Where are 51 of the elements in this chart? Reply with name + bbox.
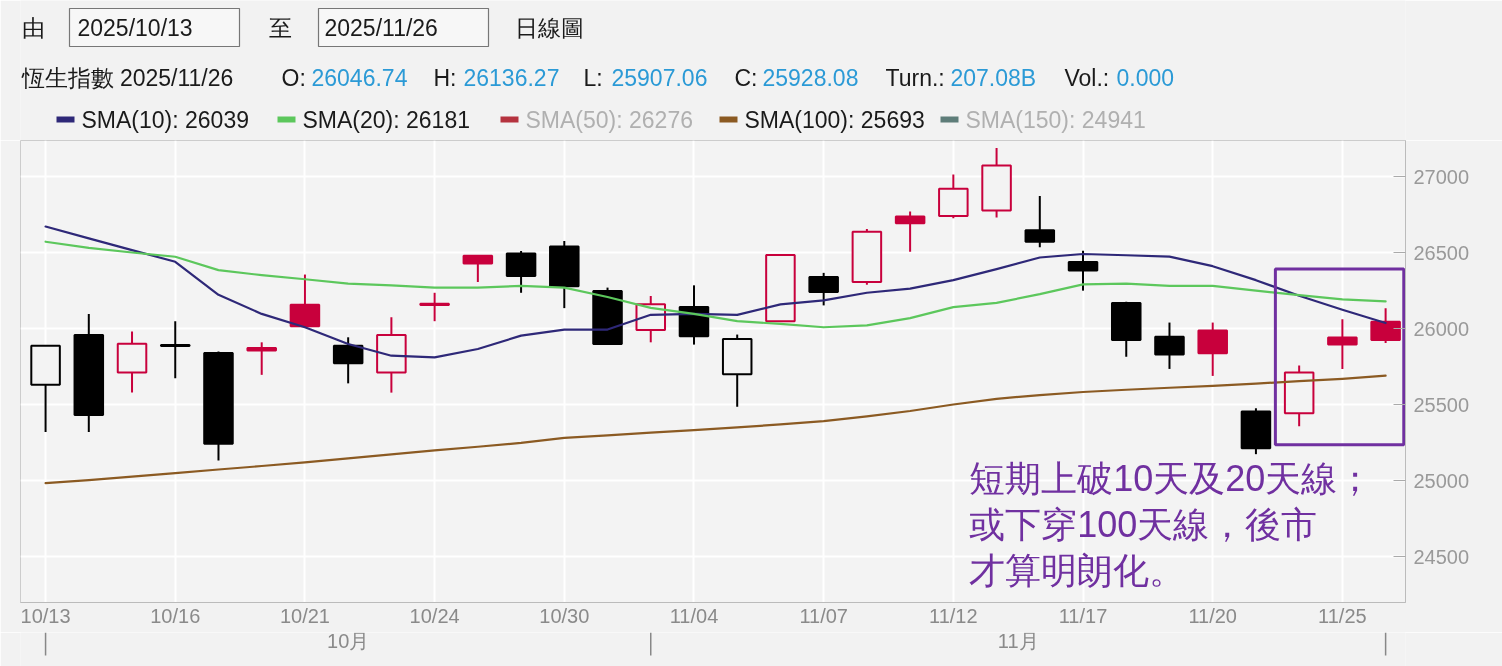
legend-label: SMA(20): 26181 (302, 106, 470, 133)
y-tick-label: 25000 (1413, 469, 1470, 492)
text: O: (281, 64, 306, 91)
candlestick (894, 210, 926, 253)
text: H: (433, 64, 457, 91)
annotation: 才算明朗化。 (969, 549, 1186, 591)
candlestick (159, 320, 191, 380)
text: 25907.06 (611, 65, 708, 91)
candlestick (246, 341, 277, 376)
legend-label: SMA(10): 26039 (81, 106, 249, 133)
y-tick-label: 26000 (1413, 317, 1470, 340)
text: Vol.: (1064, 64, 1110, 91)
text: 由 (21, 14, 45, 41)
candlestick (1327, 318, 1358, 370)
text: 10月 (327, 629, 370, 652)
x-tick-label: 10/24 (409, 604, 460, 627)
text: 11月 (997, 629, 1039, 652)
y-tick-label: 24500 (1413, 545, 1470, 568)
text: 日線圖 (514, 14, 584, 41)
text: L: (583, 64, 603, 91)
y-tick-label: 25500 (1413, 393, 1470, 416)
text: 0.000 (1116, 65, 1175, 91)
text: 至 (268, 14, 292, 41)
x-tick-label: 11/20 (1188, 604, 1237, 627)
x-tick-label: 10/21 (279, 604, 330, 627)
text: 25928.08 (762, 65, 859, 91)
x-tick-label: 10/13 (20, 604, 71, 627)
line-series (44, 240, 1387, 329)
legend-label: SMA(100): 25693 (744, 106, 925, 133)
x-tick-label: 11/25 (1318, 604, 1367, 627)
text: 2025/11/26 (324, 14, 438, 41)
candlestick (419, 291, 450, 323)
text: C: (734, 64, 758, 91)
chart-title: 恆生指數 2025/11/26 (20, 64, 234, 91)
legend-label: SMA(150): 24941 (965, 106, 1146, 133)
annotation: 短期上破10天及20天線； (969, 457, 1374, 499)
text: 26046.74 (311, 65, 408, 91)
x-tick-label: 11/04 (669, 604, 719, 627)
x-tick-label: 11/17 (1058, 604, 1108, 627)
x-tick-label: 11/07 (799, 604, 848, 627)
text: Turn.: (885, 64, 945, 91)
text: 2025/10/13 (77, 14, 193, 41)
y-tick-label: 26500 (1413, 241, 1470, 264)
x-tick-label: 10/30 (539, 604, 590, 627)
annotation: 或下穿100天線，後市 (969, 504, 1318, 546)
x-tick-label: 10/16 (150, 604, 201, 627)
legend-label: SMA(50): 26276 (525, 106, 693, 133)
y-tick-label: 27000 (1413, 165, 1470, 188)
text: 26136.27 (463, 65, 560, 91)
text: 207.08B (950, 64, 1037, 91)
x-tick-label: 11/12 (929, 604, 978, 627)
